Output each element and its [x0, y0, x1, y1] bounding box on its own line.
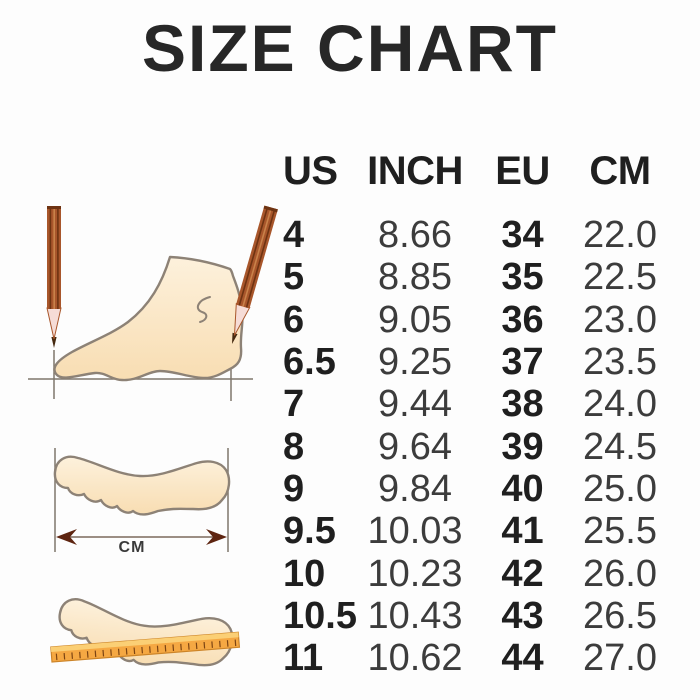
cm-size-cell: 24.0	[583, 383, 657, 426]
column-header-us: US	[283, 148, 338, 193]
cm-size-cell: 26.5	[583, 594, 657, 637]
size-conversion-table: US INCH EU CM 4 8.66 34 22.0 5 8.85 35 2…	[270, 140, 680, 679]
cm-size-cell: 27.0	[583, 637, 657, 680]
column-header-cm: CM	[589, 148, 651, 193]
size-table-row: 7 9.44 38 24.0	[270, 383, 680, 425]
arrowhead-right-icon	[206, 529, 227, 545]
eu-size-cell: 44	[501, 637, 544, 680]
eu-size-cell: 39	[501, 425, 544, 468]
column-header-eu: EU	[495, 148, 550, 193]
inch-size-cell: 9.25	[378, 341, 452, 384]
inch-size-cell: 10.23	[367, 552, 463, 595]
eu-size-cell: 42	[501, 552, 544, 595]
inch-size-cell: 8.85	[378, 256, 452, 299]
cm-size-cell: 22.5	[583, 256, 657, 299]
ruler-icon	[50, 631, 241, 663]
size-table-row: 11 10.62 44 27.0	[270, 637, 680, 679]
size-table-row: 6.5 9.25 37 23.5	[270, 341, 680, 383]
footprint-ruler-illustration	[50, 596, 241, 675]
size-table-header-row: US INCH EU CM	[270, 140, 680, 214]
footprint-shape	[53, 455, 231, 516]
us-size-cell: 9	[283, 467, 305, 510]
eu-size-cell: 34	[501, 214, 544, 257]
cm-size-cell: 26.0	[583, 552, 657, 595]
inch-size-cell: 9.44	[378, 383, 452, 426]
size-table-row: 10 10.23 42 26.0	[270, 552, 680, 594]
inch-size-cell: 9.84	[378, 467, 452, 510]
us-size-cell: 10.5	[283, 594, 357, 637]
cm-size-cell: 23.0	[583, 298, 657, 341]
us-size-cell: 9.5	[283, 510, 336, 553]
eu-size-cell: 38	[501, 383, 544, 426]
eu-size-cell: 43	[501, 594, 544, 637]
size-table-body: 4 8.66 34 22.0 5 8.85 35 22.5 6 9.05 36 …	[270, 214, 680, 679]
inch-size-cell: 10.43	[367, 594, 463, 637]
cm-size-cell: 25.5	[583, 510, 657, 553]
column-header-inch: INCH	[367, 148, 463, 193]
us-size-cell: 7	[283, 383, 305, 426]
inch-size-cell: 10.62	[367, 637, 463, 680]
size-table-row: 9 9.84 40 25.0	[270, 468, 680, 510]
us-size-cell: 6	[283, 298, 305, 341]
size-table-row: 6 9.05 36 23.0	[270, 299, 680, 341]
eu-size-cell: 41	[501, 510, 544, 553]
size-table-row: 10.5 10.43 43 26.5	[270, 595, 680, 637]
us-size-cell: 11	[283, 637, 324, 680]
us-size-cell: 10	[283, 552, 326, 595]
eu-size-cell: 36	[501, 298, 544, 341]
arrowhead-left-icon	[56, 529, 77, 545]
size-table-row: 5 8.85 35 22.5	[270, 256, 680, 298]
foot-side-shape	[53, 255, 244, 382]
us-size-cell: 5	[283, 256, 305, 299]
eu-size-cell: 35	[501, 256, 544, 299]
left-pencil-icon	[46, 205, 62, 349]
eu-size-cell: 37	[501, 341, 544, 384]
cm-arrow-label: CM	[119, 539, 146, 556]
size-table-row: 9.5 10.03 41 25.5	[270, 510, 680, 552]
page-title: SIZE CHART	[142, 11, 558, 85]
footprint-cm-measure-illustration: CM	[53, 448, 231, 556]
inch-size-cell: 9.64	[378, 425, 452, 468]
cm-size-cell: 24.5	[583, 425, 657, 468]
cm-size-cell: 22.0	[583, 214, 657, 257]
cm-size-cell: 25.0	[583, 467, 657, 510]
eu-size-cell: 40	[501, 467, 544, 510]
us-size-cell: 8	[283, 425, 305, 468]
size-table-row: 4 8.66 34 22.0	[270, 214, 680, 256]
foot-length-between-pencils-illustration	[28, 204, 279, 401]
cm-size-cell: 23.5	[583, 341, 657, 384]
us-size-cell: 4	[283, 214, 305, 257]
inch-size-cell: 10.03	[367, 510, 463, 553]
size-table-row: 8 9.64 39 24.5	[270, 425, 680, 467]
inch-size-cell: 9.05	[378, 298, 452, 341]
us-size-cell: 6.5	[283, 341, 336, 384]
inch-size-cell: 8.66	[378, 214, 452, 257]
ankle-mark	[196, 296, 211, 323]
